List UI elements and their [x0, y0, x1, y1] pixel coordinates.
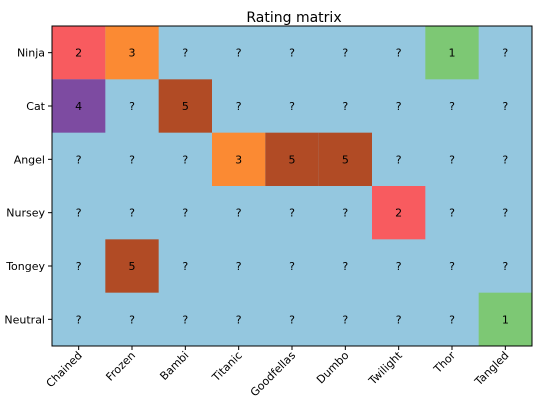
- x-tick-label: Frozen: [103, 349, 138, 384]
- cell-value-label: ?: [396, 260, 402, 273]
- cell-value-label: ?: [342, 313, 348, 326]
- cell-value-label: ?: [449, 100, 455, 113]
- cell-value-label: ?: [502, 260, 508, 273]
- x-tick-label: Tangled: [472, 349, 512, 389]
- cell-value-label: ?: [289, 207, 295, 220]
- cell-value-label: ?: [182, 313, 188, 326]
- cell-value-label: ?: [182, 47, 188, 60]
- cell-value-label: 3: [129, 47, 136, 60]
- cell-value-label: ?: [449, 313, 455, 326]
- cell-value-label: ?: [182, 153, 188, 166]
- cell-value-label: ?: [502, 153, 508, 166]
- cell-value-label: ?: [342, 100, 348, 113]
- heatmap-cell: [318, 132, 372, 186]
- heatmap-cell: [265, 132, 319, 186]
- y-tick-label: Neutral: [4, 313, 45, 326]
- y-tick-label: Cat: [26, 100, 45, 113]
- cell-value-label: ?: [449, 153, 455, 166]
- cell-value-label: ?: [76, 313, 82, 326]
- cell-value-label: ?: [396, 47, 402, 60]
- heatmap-cell: [105, 26, 159, 80]
- cell-value-label: ?: [182, 207, 188, 220]
- cell-value-label: ?: [76, 153, 82, 166]
- cell-value-label: ?: [289, 313, 295, 326]
- heatmap-cell: [478, 292, 532, 346]
- cell-value-label: ?: [396, 100, 402, 113]
- y-tick-label: Nursey: [6, 207, 45, 220]
- chart-title: Rating matrix: [246, 10, 341, 26]
- y-tick-label: Ninja: [17, 47, 45, 60]
- x-tick-label: Dumbo: [314, 349, 352, 387]
- x-tick-label: Titanic: [209, 349, 245, 385]
- cell-value-label: ?: [449, 260, 455, 273]
- cell-value-label: ?: [236, 47, 242, 60]
- cell-value-label: 5: [342, 153, 349, 166]
- cell-value-label: 2: [75, 47, 82, 60]
- cell-value-label: ?: [396, 153, 402, 166]
- cell-value-label: 1: [502, 313, 509, 326]
- cell-value-label: 1: [449, 47, 456, 60]
- cell-value-label: ?: [182, 260, 188, 273]
- cell-value-label: ?: [129, 100, 135, 113]
- y-axis-labels: Ninja Cat Angel Nursey Tongey Neutral: [4, 47, 52, 326]
- cell-value-label: ?: [342, 260, 348, 273]
- cell-value-label: ?: [76, 260, 82, 273]
- heatmap-cell: [52, 79, 106, 133]
- cell-value-label: ?: [502, 100, 508, 113]
- x-tick-label: Bambi: [157, 349, 191, 383]
- cell-value-label: 3: [235, 153, 242, 166]
- x-tick-label: Chained: [44, 349, 85, 390]
- heatmap-cell: [158, 79, 212, 133]
- cell-value-label: ?: [289, 260, 295, 273]
- cell-value-label: ?: [502, 207, 508, 220]
- cell-value-label: ?: [396, 313, 402, 326]
- cell-value-label: ?: [129, 313, 135, 326]
- y-tick-label: Tongey: [5, 260, 45, 273]
- cell-value-label: ?: [449, 207, 455, 220]
- cell-value-label: ?: [236, 313, 242, 326]
- cell-value-label: 4: [75, 100, 82, 113]
- cell-value-label: 5: [289, 153, 296, 166]
- x-tick-label: Thor: [431, 349, 459, 377]
- heatmap-cell: [425, 26, 479, 80]
- cell-value-label: ?: [236, 260, 242, 273]
- cell-value-label: ?: [236, 207, 242, 220]
- y-tick-label: Angel: [14, 153, 45, 166]
- heatmap-cell: [52, 26, 106, 80]
- cell-value-label: ?: [129, 153, 135, 166]
- plot-frame: [51, 25, 533, 347]
- cell-value-label: 2: [395, 207, 402, 220]
- cell-value-label: ?: [236, 100, 242, 113]
- cell-value-label: ?: [342, 47, 348, 60]
- x-tick-label: Twilight: [366, 348, 406, 388]
- heatmap-cell: [105, 239, 159, 293]
- cell-value-label: ?: [289, 47, 295, 60]
- cell-value-label: ?: [342, 207, 348, 220]
- heatmap-cell: [372, 186, 426, 240]
- heatmap-cells: 2 3????? 1 ? 4? 5????????? 3 5 5????????? 2??? 5??…: [52, 26, 532, 346]
- heatmap-cell: [212, 132, 266, 186]
- cell-value-label: ?: [76, 207, 82, 220]
- cell-value-label: ?: [129, 207, 135, 220]
- cell-value-label: ?: [289, 100, 295, 113]
- x-tick-label: Goodfellas: [248, 349, 299, 400]
- cell-value-label: ?: [502, 47, 508, 60]
- cell-value-label: 5: [129, 260, 136, 273]
- cell-value-label: 5: [182, 100, 189, 113]
- x-axis-labels: Chained Frozen Bambi Titanic Goodfellas Dumbo…: [44, 346, 512, 400]
